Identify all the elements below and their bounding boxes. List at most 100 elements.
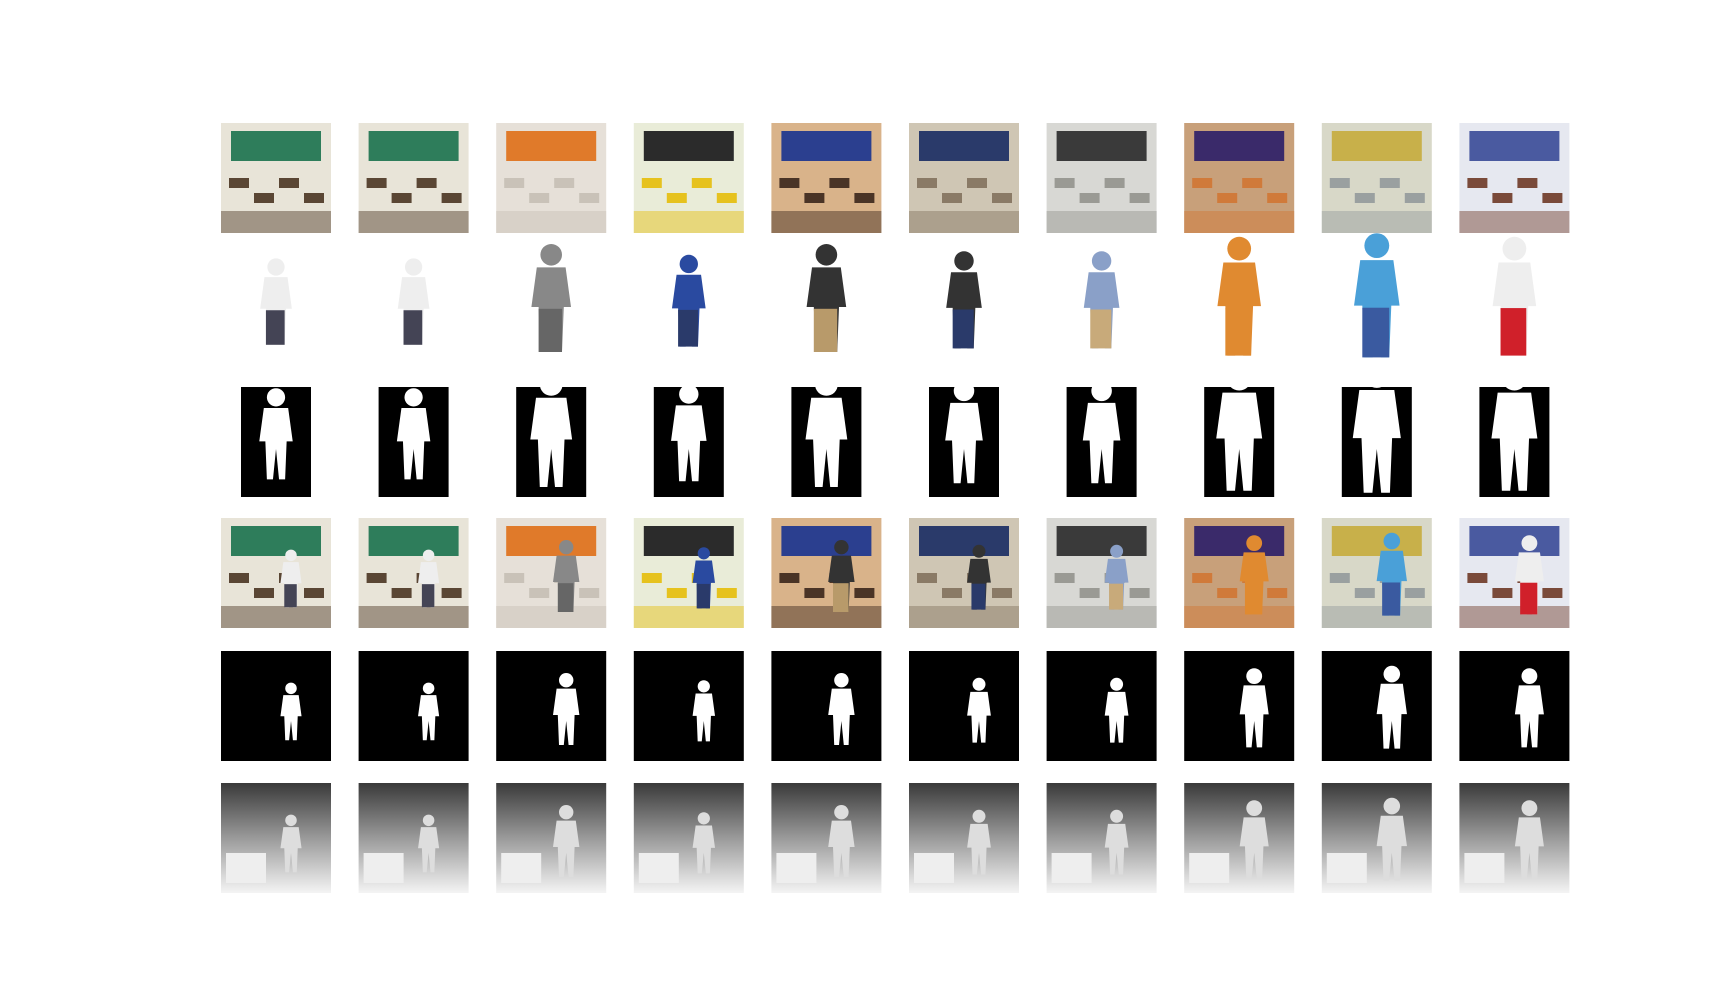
room-wall — [1331, 131, 1422, 161]
person-legs — [1520, 582, 1538, 615]
person-image — [946, 251, 982, 349]
room-desk — [554, 178, 575, 188]
room-desk — [804, 193, 825, 203]
room-floor — [358, 606, 469, 628]
person-legs — [284, 584, 297, 608]
depth-desk — [226, 853, 266, 883]
room-desk — [779, 178, 800, 188]
room-desk — [229, 178, 249, 188]
room-desk — [1492, 588, 1513, 598]
room-desk — [666, 588, 687, 598]
composite-person — [692, 547, 716, 609]
composite-person — [1239, 535, 1269, 615]
mask-square — [1184, 651, 1295, 761]
image-column — [771, 123, 882, 893]
room-desk — [691, 178, 712, 188]
composite-person — [418, 549, 440, 608]
room-floor — [221, 606, 331, 628]
room-desk — [641, 573, 662, 583]
image-column — [633, 123, 744, 893]
image-column — [358, 123, 469, 893]
room-desk — [304, 193, 324, 203]
image-column — [221, 123, 331, 893]
room-desk — [1379, 178, 1400, 188]
depth-desk — [1189, 853, 1230, 883]
room-desk — [716, 588, 737, 598]
room-desk — [1467, 573, 1488, 583]
room-floor — [633, 211, 744, 233]
room-wall — [643, 526, 734, 556]
person-image — [1354, 233, 1400, 358]
room-floor — [1459, 211, 1570, 233]
room-desk — [942, 193, 962, 203]
room-desk — [716, 193, 737, 203]
room-floor — [909, 211, 1019, 233]
image-column — [1184, 123, 1295, 893]
room-desk — [992, 588, 1012, 598]
room-desk — [1104, 178, 1125, 188]
room-wall — [1194, 526, 1285, 556]
person-legs — [678, 309, 698, 347]
composite-person — [1376, 532, 1407, 616]
room-desk — [1129, 588, 1150, 598]
depth-desk — [1326, 853, 1367, 883]
room-desk — [254, 588, 274, 598]
room-desk — [1467, 178, 1488, 188]
room-floor — [633, 606, 744, 628]
room-wall — [506, 131, 597, 161]
room-floor — [1184, 606, 1295, 628]
room-wall — [1469, 131, 1560, 161]
room-desk — [779, 573, 800, 583]
room-desk — [1329, 178, 1350, 188]
person-image — [1083, 251, 1120, 349]
room-wall — [781, 131, 872, 161]
room-floor — [1184, 211, 1295, 233]
person-legs — [1109, 583, 1124, 610]
person-image — [260, 258, 292, 345]
mask-square — [221, 651, 331, 761]
person-legs — [696, 583, 710, 609]
room-desk — [1267, 588, 1288, 598]
depth-desk — [776, 853, 817, 883]
room-floor — [1046, 211, 1157, 233]
room-desk — [804, 588, 825, 598]
room-desk — [504, 573, 525, 583]
room-desk — [391, 588, 412, 598]
image-column — [1459, 123, 1570, 893]
room-desk — [1217, 193, 1238, 203]
composite-person — [828, 540, 855, 612]
room-desk — [254, 193, 274, 203]
room-desk — [229, 573, 249, 583]
room-desk — [1192, 178, 1213, 188]
room-desk — [1354, 193, 1375, 203]
room-desk — [529, 588, 550, 598]
room-floor — [1321, 606, 1432, 628]
image-column — [496, 123, 607, 893]
room-wall — [506, 526, 597, 556]
person-legs — [1090, 309, 1112, 349]
room-floor — [1046, 606, 1157, 628]
room-wall — [781, 526, 872, 556]
room-desk — [1404, 193, 1425, 203]
person-legs — [971, 583, 986, 610]
room-desk — [1192, 573, 1213, 583]
room-wall — [1331, 526, 1422, 556]
room-wall — [1056, 131, 1147, 161]
room-desk — [579, 588, 600, 598]
mask-square — [496, 651, 607, 761]
mask-square — [1459, 651, 1570, 761]
person-legs — [265, 310, 285, 345]
room-desk — [1542, 588, 1563, 598]
room-desk — [1404, 588, 1425, 598]
depth-desk — [638, 853, 679, 883]
image-column — [1321, 123, 1432, 893]
room-desk — [416, 178, 437, 188]
person-legs — [538, 308, 562, 352]
mask-square — [358, 651, 469, 761]
room-desk — [917, 573, 937, 583]
depth-desk — [1464, 853, 1505, 883]
mask-square — [909, 651, 1019, 761]
person-legs — [833, 583, 849, 612]
depth-desk — [914, 853, 954, 883]
